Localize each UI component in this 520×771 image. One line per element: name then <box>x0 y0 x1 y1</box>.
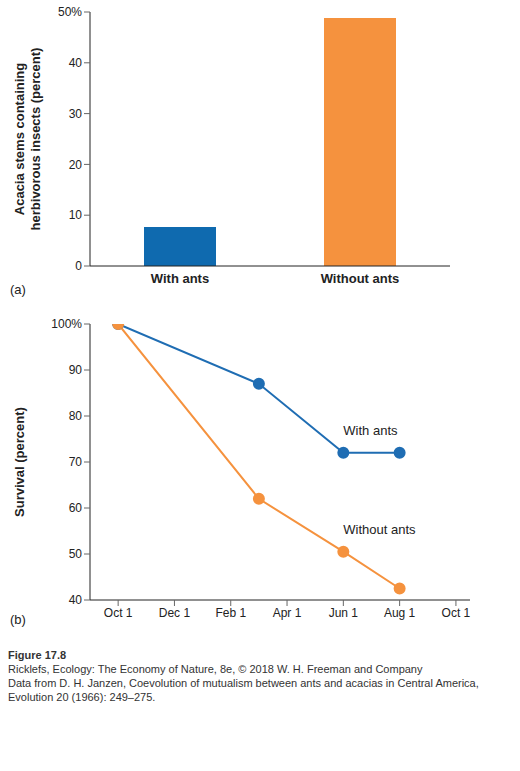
html-text:(a): (a) <box>10 282 26 297</box>
html-text:(b): (b) <box>10 612 26 627</box>
svg-text:Survival (percent): Survival (percent) <box>12 407 27 517</box>
svg-text:Oct 1: Oct 1 <box>104 606 133 620</box>
html-text:Figure 17.8: Figure 17.8 <box>8 649 67 661</box>
svg-text:With ants: With ants <box>151 271 209 286</box>
svg-text:Aug 1: Aug 1 <box>384 606 416 620</box>
html-text:Ricklefs, Ecology: The Economy: Ricklefs, Ecology: The Economy of Nature… <box>8 663 423 675</box>
svg-text:50%: 50% <box>58 5 82 19</box>
svg-text:40: 40 <box>69 56 83 70</box>
svg-text:With ants: With ants <box>343 423 398 438</box>
svg-text:Acacia stems containingherbivo: Acacia stems containingherbivorous insec… <box>12 48 43 231</box>
svg-text:Oct 1: Oct 1 <box>442 606 471 620</box>
svg-text:Without ants: Without ants <box>343 522 416 537</box>
svg-text:Feb 1: Feb 1 <box>215 606 246 620</box>
svg-text:70: 70 <box>69 455 83 469</box>
svg-text:100%: 100% <box>51 317 82 331</box>
svg-text:10: 10 <box>69 208 83 222</box>
svg-text:60: 60 <box>69 501 83 515</box>
svg-text:40: 40 <box>69 593 83 607</box>
svg-text:Apr 1: Apr 1 <box>273 606 302 620</box>
svg-text:Without ants: Without ants <box>321 271 400 286</box>
html-text:Data from D. H. Janzen, Coevol: Data from D. H. Janzen, Coevolution of m… <box>8 677 479 703</box>
svg-text:30: 30 <box>69 107 83 121</box>
svg-text:20: 20 <box>69 158 83 172</box>
svg-text:0: 0 <box>75 259 82 273</box>
svg-text:80: 80 <box>69 409 83 423</box>
svg-text:90: 90 <box>69 363 83 377</box>
svg-text:Dec 1: Dec 1 <box>159 606 191 620</box>
svg-text:50: 50 <box>69 547 83 561</box>
svg-text:Jun 1: Jun 1 <box>329 606 359 620</box>
